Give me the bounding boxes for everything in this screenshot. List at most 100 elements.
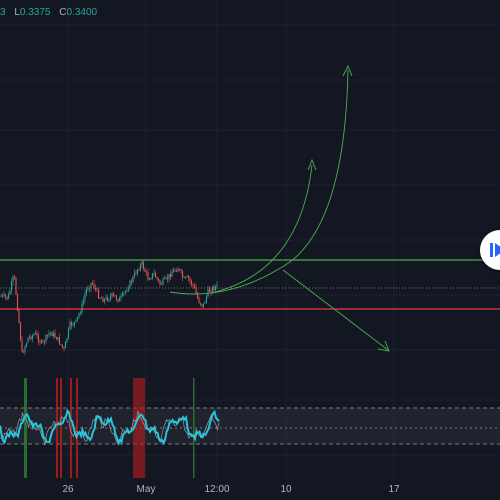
oscillator-highlight: [60, 378, 62, 478]
time-axis[interactable]: 26 May 12:00 10 17: [0, 478, 500, 500]
candle-body: [15, 277, 17, 295]
oscillator-highlight: [56, 378, 58, 478]
candle-body: [202, 303, 205, 307]
ohlc-low-value: 0.3375: [19, 7, 51, 18]
ohlc-close-key: C: [59, 7, 67, 18]
candle-body: [180, 269, 182, 272]
candle-body: [33, 334, 35, 336]
candle-body: [136, 269, 139, 274]
candle-body: [118, 298, 121, 302]
candle-body: [61, 344, 64, 348]
candle-body: [87, 288, 89, 290]
candle-body: [181, 271, 184, 278]
candle-body: [178, 269, 181, 270]
candle-body: [46, 335, 49, 336]
ohlc-high-partial: 3: [0, 7, 6, 18]
candle-body: [174, 269, 176, 271]
candle-body: [115, 296, 118, 300]
candle-body: [100, 297, 103, 299]
candle-body: [214, 286, 217, 291]
candle-body: [39, 341, 41, 343]
candle-body: [19, 322, 22, 340]
candle-body: [154, 273, 157, 278]
candle-body: [97, 290, 100, 299]
candle-body: [165, 277, 167, 279]
candle-body: [150, 278, 152, 280]
candle-body: [64, 341, 67, 349]
time-label-may: May: [136, 484, 156, 495]
candle-body: [148, 279, 151, 280]
candle-body: [94, 287, 97, 290]
oscillator-band: [0, 408, 500, 444]
candle-body: [57, 337, 59, 340]
candle-body: [6, 296, 8, 299]
candle-body: [48, 333, 50, 336]
candle-body: [70, 322, 73, 326]
oscillator-highlight: [76, 378, 78, 478]
candle-body: [111, 293, 113, 297]
candle-body: [96, 289, 98, 291]
candle-body: [147, 272, 149, 280]
candle-body: [175, 270, 178, 272]
candle-body: [67, 328, 70, 339]
candle-body: [157, 278, 160, 281]
candle-body: [76, 316, 79, 320]
projection-arrowhead-down: [377, 340, 390, 352]
candle-body: [196, 293, 199, 299]
candle-body: [204, 301, 206, 304]
candle-body: [207, 289, 209, 297]
candle-body: [105, 297, 107, 300]
projection-line-down: [282, 269, 389, 351]
candle-body: [151, 273, 154, 279]
candle-body: [7, 294, 10, 299]
time-label-17: 17: [388, 484, 400, 495]
candle-body: [78, 313, 80, 317]
candle-body: [21, 339, 23, 352]
candle-body: [18, 310, 20, 323]
oscillator-highlight: [133, 378, 145, 478]
projection-drawings: [169, 64, 390, 352]
candle-body: [210, 292, 212, 293]
candle-body: [142, 261, 145, 269]
candle-body: [135, 272, 137, 274]
candle-body: [187, 276, 190, 279]
oscillator-series: [0, 408, 220, 447]
candle-body: [1, 295, 4, 297]
candle-body: [132, 276, 134, 283]
candle-body: [10, 281, 13, 291]
candle-body: [108, 299, 110, 301]
candle-body: [28, 336, 31, 338]
candle-body: [184, 277, 187, 278]
candle-body: [201, 304, 203, 307]
candle-body: [3, 294, 5, 296]
candle-body: [27, 337, 29, 343]
candle-body: [69, 322, 71, 329]
candle-body: [199, 302, 202, 305]
candle-body: [84, 293, 86, 300]
candle-body: [124, 290, 127, 293]
ohlc-close-value: 0.3400: [66, 7, 98, 18]
candle-body: [138, 269, 140, 271]
candle-body: [130, 280, 133, 283]
projection-arrowhead-high: [342, 64, 353, 77]
candle-body: [216, 284, 218, 287]
candle-body: [127, 288, 130, 291]
candle-body: [52, 332, 55, 337]
candle-body: [145, 271, 148, 273]
candle-body: [75, 319, 77, 322]
replay-button[interactable]: [480, 230, 500, 270]
candle-body: [88, 288, 91, 290]
ohlc-low-key: L: [14, 7, 20, 18]
candle-body: [198, 298, 200, 303]
candle-body: [189, 278, 191, 281]
candle-body: [144, 268, 146, 272]
candle-body: [72, 324, 74, 326]
candle-body: [103, 299, 106, 302]
candle-body: [51, 332, 53, 337]
candle-body: [163, 278, 166, 280]
candle-body: [153, 273, 155, 274]
candle-body: [123, 292, 125, 294]
candle-body: [40, 340, 43, 343]
candle-body: [12, 276, 14, 282]
